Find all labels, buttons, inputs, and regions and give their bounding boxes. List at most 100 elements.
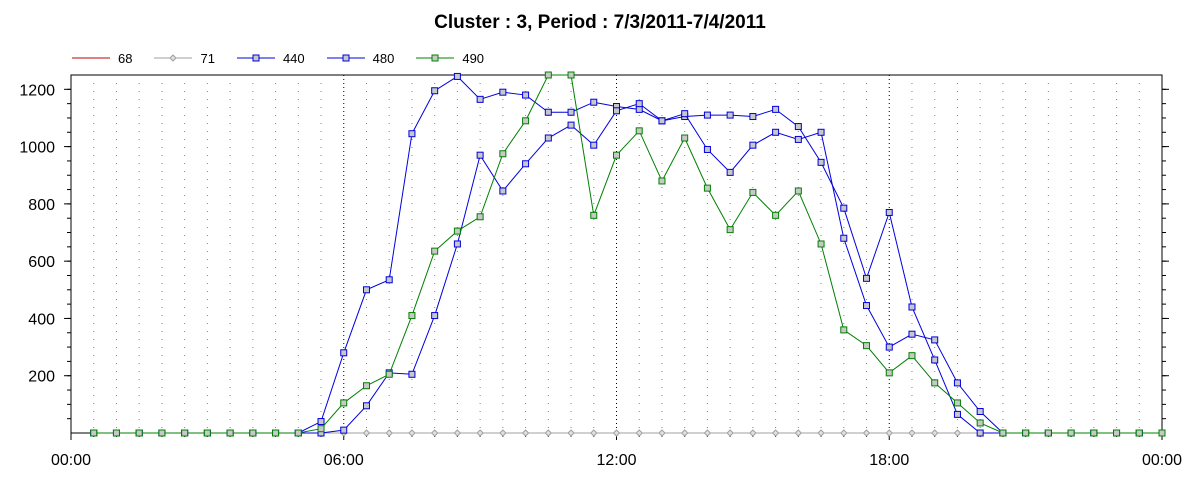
legend-label: 440 [282, 50, 305, 66]
legend-label: 490 [462, 50, 485, 66]
data-point [203, 429, 211, 437]
data-point [794, 135, 802, 143]
data-point [385, 370, 393, 378]
data-point [931, 379, 939, 387]
data-point [771, 429, 780, 437]
data-point [953, 399, 961, 407]
data-point [681, 134, 689, 142]
data-point [385, 276, 393, 284]
data-point [794, 429, 803, 437]
data-point [431, 87, 439, 95]
data-point [362, 429, 371, 437]
data-point [976, 408, 984, 416]
plot-area [70, 74, 1163, 434]
data-point [1044, 429, 1052, 437]
y-tick-label: 200 [28, 369, 55, 386]
data-point [590, 211, 598, 219]
x-tick-label: 18:00 [869, 452, 909, 469]
data-point [794, 123, 802, 131]
data-point [817, 240, 825, 248]
data-point [749, 188, 757, 196]
data-point [658, 429, 666, 437]
data-point [362, 382, 370, 390]
data-point [749, 113, 757, 121]
data-point [158, 429, 166, 437]
data-point [840, 326, 848, 334]
data-point [680, 429, 689, 437]
data-point [340, 349, 348, 357]
data-point [772, 128, 780, 136]
data-point [340, 426, 348, 434]
data-point [431, 247, 439, 255]
data-point [476, 429, 484, 437]
data-point [976, 429, 984, 437]
data-point [908, 352, 916, 360]
data-point [863, 342, 871, 350]
legend-swatch [154, 54, 193, 62]
data-point [522, 117, 530, 125]
data-point [726, 111, 734, 119]
data-point [635, 105, 643, 113]
y-tick-label: 800 [28, 197, 55, 214]
data-point [476, 213, 484, 221]
data-point [294, 429, 302, 437]
data-point [658, 117, 666, 125]
data-point [590, 98, 598, 106]
data-point [430, 429, 439, 437]
legend-item-68: 68 [72, 51, 132, 66]
data-point [862, 429, 871, 437]
data-point [613, 107, 620, 115]
data-point [885, 208, 893, 216]
data-point [885, 429, 893, 437]
data-point [90, 429, 98, 437]
data-point [635, 127, 643, 135]
data-point [726, 226, 734, 234]
data-point [885, 369, 893, 377]
data-point [908, 303, 916, 311]
data-point [453, 72, 461, 80]
data-point [703, 184, 711, 192]
data-point [726, 429, 734, 437]
data-point [590, 141, 598, 149]
data-point [1022, 429, 1030, 437]
data-point [522, 91, 530, 99]
data-point [749, 429, 757, 437]
data-point [908, 429, 916, 437]
data-point [794, 187, 802, 195]
data-point [522, 160, 530, 168]
legend: 68 71 440 480 490 [72, 49, 506, 67]
data-point [976, 419, 984, 427]
data-point [362, 402, 370, 410]
legend-label: 71 [200, 50, 215, 66]
series-line-490 [93, 74, 1162, 434]
data-point [953, 410, 961, 418]
data-point [863, 274, 871, 282]
data-point [772, 211, 780, 219]
data-point [953, 379, 961, 387]
data-point [840, 429, 848, 437]
data-point [408, 130, 416, 138]
data-point [1113, 429, 1121, 437]
data-point [499, 88, 507, 96]
data-point [931, 336, 939, 344]
data-point [249, 429, 257, 437]
data-point [681, 110, 689, 118]
y-tick-label: 1200 [19, 82, 55, 99]
y-tick-label: 600 [28, 254, 55, 271]
legend-item-490: 490 [416, 51, 484, 66]
data-point [499, 187, 507, 195]
data-point [885, 343, 893, 351]
data-point [749, 141, 757, 149]
data-point [272, 429, 280, 437]
data-point [544, 108, 552, 116]
data-point [317, 425, 325, 433]
data-point [703, 145, 711, 153]
data-point [544, 134, 552, 142]
data-point [817, 128, 825, 136]
x-tick-label: 06:00 [324, 452, 364, 469]
data-point [635, 100, 643, 108]
data-point [863, 302, 871, 310]
data-point [226, 429, 234, 437]
data-point [521, 429, 530, 437]
data-point [726, 168, 734, 176]
